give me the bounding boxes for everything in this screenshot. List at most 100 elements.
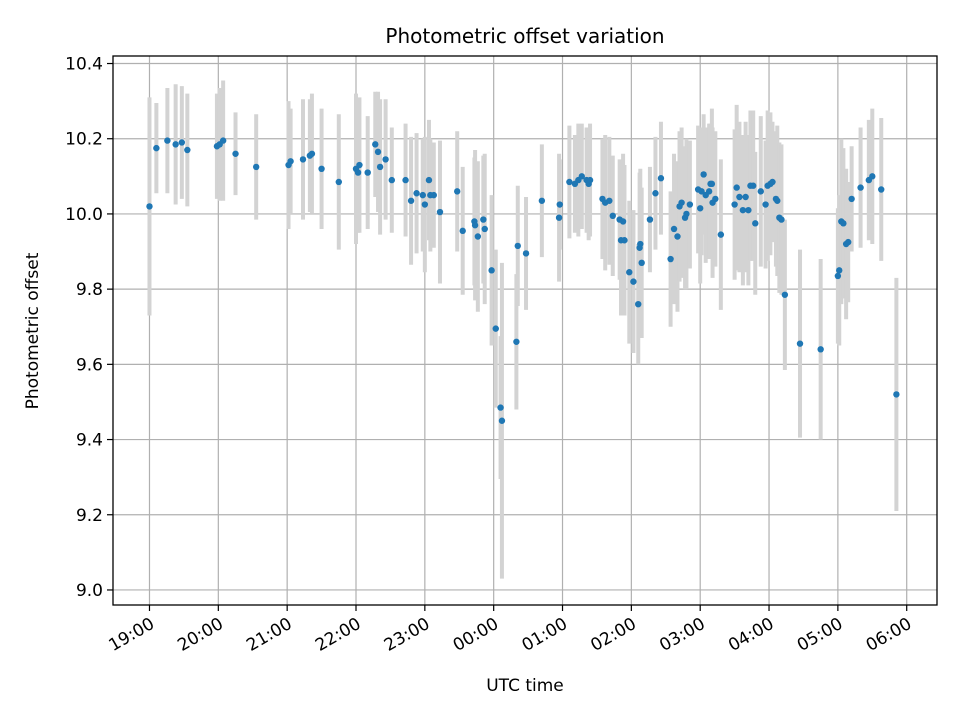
data-point — [481, 225, 488, 233]
data-point — [335, 178, 342, 186]
data-point — [781, 291, 789, 298]
data-point — [698, 188, 705, 195]
data-point — [364, 169, 371, 176]
data-point — [696, 205, 704, 212]
plot-area-frame — [112, 55, 938, 606]
data-point — [774, 197, 781, 204]
y-tick-label: 10.2 — [65, 130, 103, 150]
data-point — [413, 190, 420, 197]
data-point — [619, 218, 627, 225]
data-point — [318, 165, 325, 173]
data-point — [388, 176, 395, 184]
data-point — [354, 169, 362, 176]
data-point — [712, 195, 719, 203]
data-point — [153, 144, 160, 152]
data-point — [750, 182, 757, 189]
data-point — [586, 176, 594, 184]
data-point — [670, 225, 678, 233]
data-point — [252, 163, 260, 171]
data-point — [436, 208, 444, 216]
data-point — [538, 197, 546, 204]
data-point — [621, 237, 628, 244]
x-axis-title: UTC time — [486, 676, 564, 696]
data-point — [844, 238, 852, 246]
data-point — [498, 417, 506, 424]
y-axis-title: Photometric offset — [23, 252, 43, 409]
data-point — [172, 141, 179, 148]
data-point — [733, 184, 740, 191]
data-point — [453, 188, 461, 195]
data-point — [657, 175, 665, 182]
data-point — [299, 156, 307, 163]
data-point — [471, 222, 479, 229]
data-point — [407, 197, 415, 204]
data-point — [678, 199, 685, 206]
data-point — [376, 163, 384, 171]
data-point — [556, 201, 563, 208]
data-point — [878, 186, 885, 193]
data-point — [717, 231, 725, 238]
data-point — [374, 148, 382, 156]
y-tick-label: 9.4 — [76, 431, 103, 451]
data-point — [382, 156, 389, 163]
data-point — [637, 240, 644, 248]
data-point — [686, 201, 694, 208]
data-point — [635, 300, 642, 308]
data-point — [848, 195, 855, 203]
data-point — [164, 137, 171, 144]
data-point — [287, 158, 294, 165]
data-point — [609, 212, 616, 220]
data-point — [459, 227, 466, 235]
data-point — [492, 325, 499, 332]
data-point — [778, 216, 785, 223]
data-point — [480, 216, 487, 223]
data-point — [667, 255, 674, 263]
data-point — [425, 176, 433, 184]
data-point — [869, 173, 876, 180]
data-point — [745, 206, 752, 214]
data-point — [522, 250, 530, 257]
data-point — [742, 193, 749, 201]
data-point — [708, 180, 716, 188]
data-point — [736, 193, 743, 201]
data-point — [555, 214, 563, 221]
y-tick-label: 10.0 — [65, 205, 103, 225]
data-point — [836, 267, 843, 274]
data-point — [513, 338, 520, 345]
data-point — [674, 233, 681, 240]
y-tick-label: 9.8 — [76, 280, 103, 300]
data-point — [430, 191, 437, 199]
y-tick-label: 9.6 — [76, 355, 103, 375]
data-point — [606, 197, 613, 204]
data-point — [638, 259, 645, 267]
data-point — [700, 171, 707, 178]
data-point — [356, 161, 363, 169]
y-tick-label: 10.4 — [65, 55, 103, 75]
data-point — [184, 146, 191, 154]
data-point — [796, 340, 804, 347]
data-point — [232, 150, 239, 157]
y-axis-ticks: 9.0 9.2 9.4 9.6 9.8 10.0 10.2 10.4 — [65, 55, 113, 601]
data-point — [626, 269, 633, 276]
data-point — [474, 233, 482, 240]
data-point — [652, 190, 659, 197]
data-point — [578, 173, 585, 180]
data-point — [757, 188, 764, 195]
data-point — [857, 184, 864, 191]
data-point — [566, 178, 573, 186]
data-point — [514, 242, 521, 250]
data-point — [402, 176, 409, 184]
data-point — [893, 391, 900, 398]
data-point — [683, 210, 690, 218]
data-point — [219, 137, 227, 144]
data-point — [308, 150, 316, 157]
data-point — [834, 272, 842, 280]
data-point — [817, 346, 824, 353]
data-point — [739, 206, 747, 214]
chart-title: Photometric offset variation — [385, 24, 664, 48]
data-point — [840, 220, 847, 227]
data-point — [705, 188, 713, 195]
y-tick-label: 9.2 — [76, 506, 103, 526]
